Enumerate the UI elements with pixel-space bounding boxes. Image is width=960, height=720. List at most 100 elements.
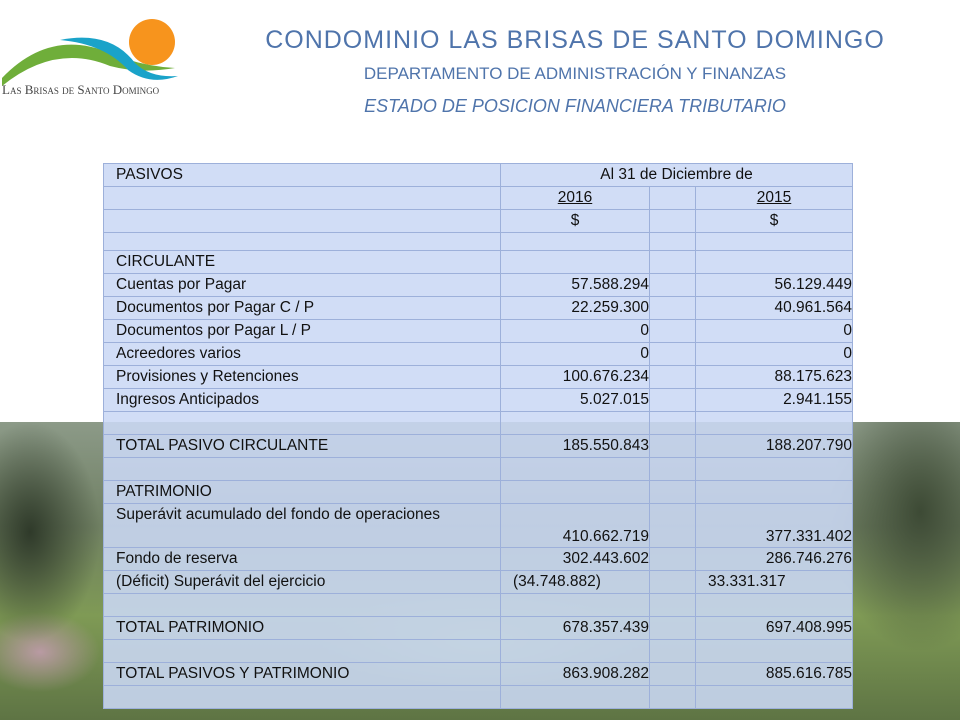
cell: $: [694, 209, 854, 233]
cell: 377.331.402: [694, 503, 854, 548]
cell: [500, 480, 650, 504]
cell: Cuentas por Pagar: [103, 273, 501, 297]
cell: 188.207.790: [694, 434, 854, 458]
empty-row: [103, 593, 854, 617]
cell: [103, 685, 501, 709]
cell: [649, 639, 696, 663]
row: (Déficit) Superávit del ejercicio (34.748…: [103, 570, 854, 594]
cell: [649, 480, 696, 504]
cell: [649, 457, 696, 481]
cell: (Déficit) Superávit del ejercicio: [103, 570, 501, 594]
cell: Documentos por Pagar C / P: [103, 296, 501, 320]
cell: 2.941.155: [694, 388, 854, 412]
cell: [649, 273, 696, 297]
title: CONDOMINIO LAS BRISAS DE SANTO DOMINGO: [265, 26, 885, 54]
cell: [103, 639, 501, 663]
cell: [649, 250, 696, 274]
cell: 863.908.282: [500, 662, 650, 686]
cell: [649, 232, 696, 251]
cell: [694, 480, 854, 504]
cell: [500, 250, 650, 274]
logo-wave: [60, 37, 178, 80]
row: TOTAL PATRIMONIO 678.357.439 697.408.995: [103, 616, 854, 640]
row: Fondo de reserva 302.443.602 286.746.276: [103, 547, 854, 571]
row: TOTAL PASIVO CIRCULANTE 185.550.843 188.20…: [103, 434, 854, 458]
row: Ingresos Anticipados 5.027.015 2.941.155: [103, 388, 854, 412]
empty-row: [103, 685, 854, 709]
cell: Superávit acumulado del fondo de operaci…: [103, 503, 501, 548]
cell: [694, 411, 854, 435]
cell: [649, 296, 696, 320]
row: Cuentas por Pagar 57.588.294 56.129.449: [103, 273, 854, 297]
cell: 410.662.719: [500, 503, 650, 548]
cell: 56.129.449: [694, 273, 854, 297]
empty-row: [103, 411, 854, 435]
cell: [500, 685, 650, 709]
cell: 40.961.564: [694, 296, 854, 320]
cell: 885.616.785: [694, 662, 854, 686]
cell: [649, 570, 696, 594]
cell: [649, 319, 696, 343]
cell: [649, 411, 696, 435]
empty-row: [103, 457, 854, 481]
cell: 88.175.623: [694, 365, 854, 389]
cell: [649, 209, 696, 233]
cell: [649, 434, 696, 458]
cell: 286.746.276: [694, 547, 854, 571]
row: 2016 2015: [103, 186, 854, 210]
logo: [2, 19, 178, 86]
cell: [103, 186, 501, 210]
cell: [649, 365, 696, 389]
cell: CIRCULANTE: [103, 250, 501, 274]
cell: TOTAL PASIVO CIRCULANTE: [103, 434, 501, 458]
cell: [649, 186, 696, 210]
cell: 678.357.439: [500, 616, 650, 640]
cell: 33.331.317: [694, 570, 854, 594]
cell: [694, 593, 854, 617]
cell: [500, 411, 650, 435]
cell: 0: [694, 319, 854, 343]
row: Provisiones y Retenciones 100.676.234 88.1…: [103, 365, 854, 389]
cell: Acreedores varios: [103, 342, 501, 366]
cell: Al 31 de Diciembre de: [499, 163, 854, 187]
cell: [649, 616, 696, 640]
empty-row: [103, 639, 854, 663]
cell: [103, 411, 501, 435]
logo-hill: [2, 44, 175, 86]
cell: 100.676.234: [500, 365, 650, 389]
cell: [649, 593, 696, 617]
cell: TOTAL PASIVOS Y PATRIMONIO: [103, 662, 501, 686]
cell: 2016: [500, 186, 650, 210]
cell: [500, 232, 650, 251]
row: TOTAL PASIVOS Y PATRIMONIO 863.908.282 885…: [103, 662, 854, 686]
cell: (34.748.882): [500, 570, 650, 594]
cell: 0: [500, 342, 650, 366]
balance-table: PASIVOS Al 31 de Diciembre de 2016 2015 …: [103, 163, 854, 709]
cell: Provisiones y Retenciones: [103, 365, 501, 389]
cell: 0: [500, 319, 650, 343]
cell: 2015: [694, 186, 854, 210]
cell: Fondo de reserva: [103, 547, 501, 571]
year: 2015: [756, 189, 792, 206]
cell: 22.259.300: [500, 296, 650, 320]
cell: TOTAL PATRIMONIO: [103, 616, 501, 640]
cell: $: [500, 209, 650, 233]
cell: [103, 209, 501, 233]
cell: [649, 503, 696, 548]
cell: [649, 342, 696, 366]
cell: [694, 232, 854, 251]
cell: 697.408.995: [694, 616, 854, 640]
cell: [694, 250, 854, 274]
statement-title: ESTADO DE POSICION FINANCIERA TRIBUTARIO: [364, 96, 786, 116]
cell: [500, 593, 650, 617]
subtitle: DEPARTAMENTO DE ADMINISTRACIÓN Y FINANZA…: [363, 64, 787, 83]
cell: Documentos por Pagar L / P: [103, 319, 501, 343]
cell: [649, 685, 696, 709]
cell: 5.027.015: [500, 388, 650, 412]
cell: [649, 388, 696, 412]
cell: [103, 593, 501, 617]
cell: [103, 232, 501, 251]
row: Superávit acumulado del fondo de operaci…: [103, 503, 854, 548]
logo-sun: [129, 19, 175, 65]
